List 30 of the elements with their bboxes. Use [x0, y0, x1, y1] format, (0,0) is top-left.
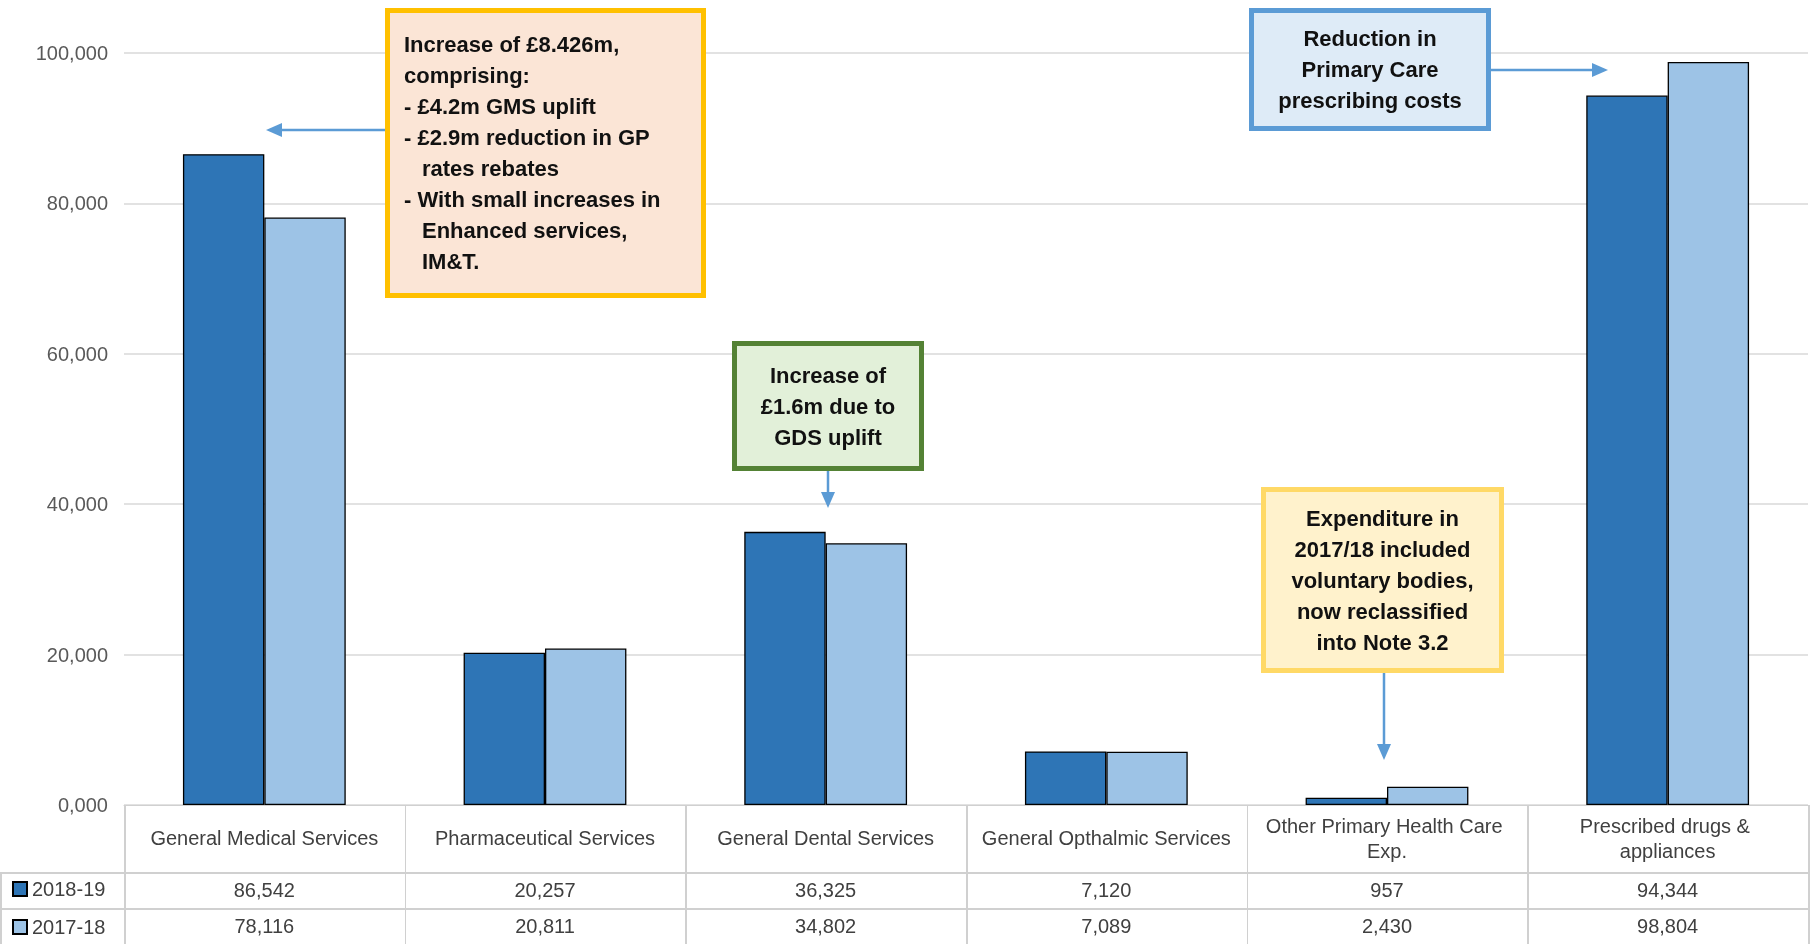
y-tick-label: 20,000 [46, 643, 108, 666]
data-label: 20,257 [513, 877, 577, 903]
y-tick-label: 60,000 [46, 342, 108, 365]
legend-label: 2017-18 [32, 916, 106, 938]
data-label: 86,542 [232, 877, 296, 903]
annotation: Expenditure in 2017/18 included voluntary bodies, now reclassified into Note 3.2 [1290, 504, 1475, 657]
data-label: 20,811 [514, 913, 576, 939]
x-tick-label: General Opthalmic Services [981, 827, 1231, 849]
legend-label: 2018-19 [32, 878, 106, 900]
x-tick-label: Other Primary Health Care Exp. [1265, 814, 1509, 862]
data-label: 2,430 [1360, 913, 1413, 939]
data-label: 7,089 [1080, 913, 1133, 939]
data-label: 34,802 [794, 913, 858, 939]
annotation: Reduction in Primary Care prescribing costs [1277, 25, 1463, 115]
data-label: 36,325 [794, 877, 858, 903]
y-tick-label: 40,000 [46, 493, 108, 516]
annotation: Increase of £1.6m due to GDS uplift [759, 361, 897, 452]
annotation: Increase of £8.426m, comprising: - £4.2m GMS uplift - £2.9m reduction in GP rates rebates - With small increases in Enhanced services, IM&T. [404, 31, 662, 276]
data-label: 957 [1369, 877, 1405, 903]
y-tick-label: 80,000 [46, 192, 108, 215]
x-tick-label: Prescribed drugs & appliances [1579, 814, 1756, 862]
data-label: 98,804 [1636, 913, 1700, 939]
data-label: 7,120 [1080, 877, 1133, 903]
y-tick-label: 0,000 [57, 794, 108, 816]
x-tick-label: General Medical Services [150, 827, 379, 849]
data-label: 94,344 [1636, 877, 1700, 903]
x-tick-label: General Dental Services [717, 827, 935, 849]
data-label: 78,116 [233, 913, 296, 939]
x-tick-label: Pharmaceutical Services [434, 827, 656, 849]
y-tick-label: 100,000 [35, 42, 108, 64]
